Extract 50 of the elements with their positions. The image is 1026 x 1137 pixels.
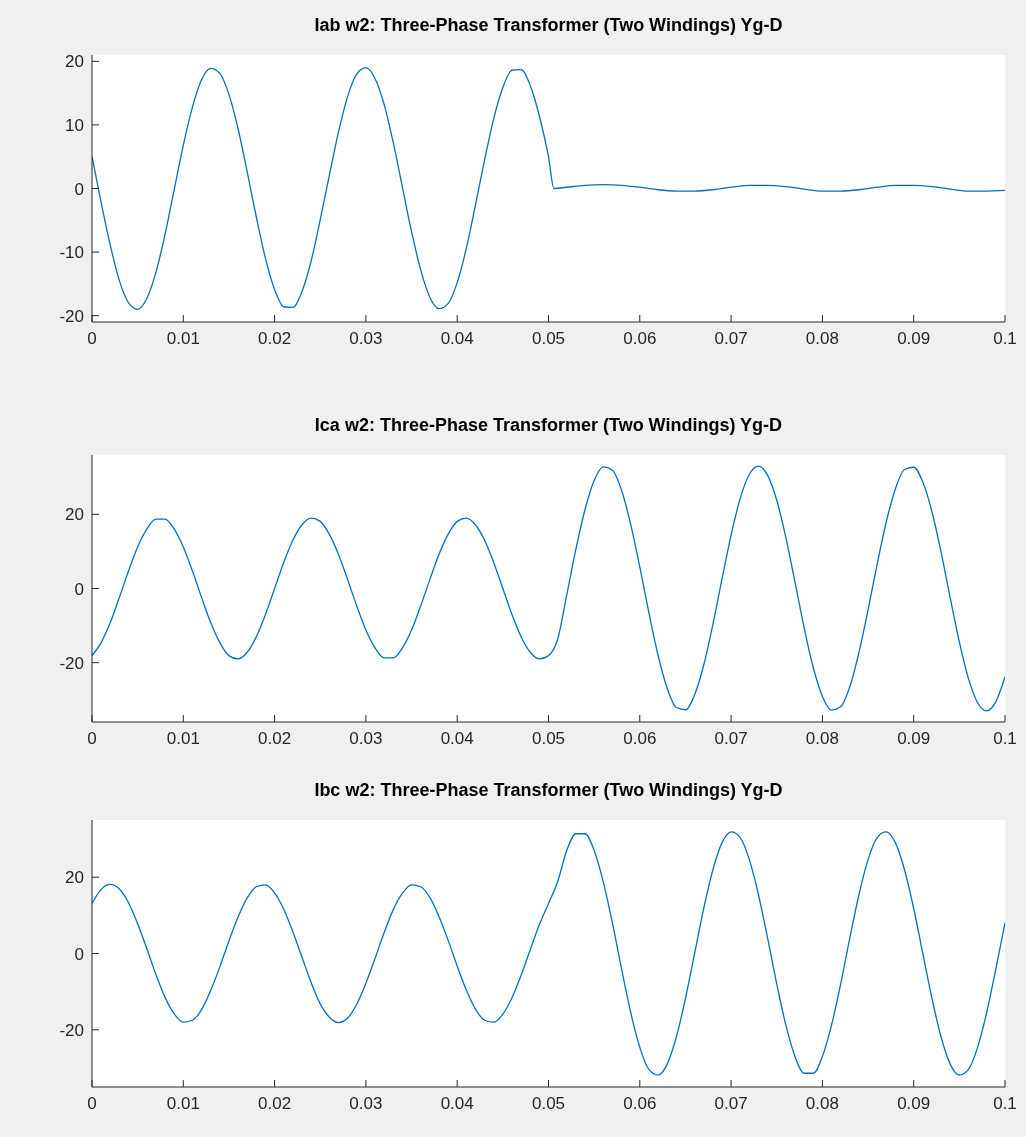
y-tick-label: -20 [59,1020,84,1040]
x-tick-label: 0.02 [258,729,292,749]
x-tick-label: 0.06 [623,1094,657,1114]
y-tick-label: -20 [59,653,84,673]
chart-title: Iab w2: Three-Phase Transformer (Two Windings) Yg-D [313,15,784,36]
x-tick-label: 0.1 [993,729,1017,749]
x-tick-label: 0.05 [531,329,566,349]
line-series [92,67,1005,310]
x-tick-label: 0.02 [258,329,292,349]
x-tick-label: 0 [87,329,97,349]
x-tick-label: 0.08 [805,329,839,349]
line-series [92,831,1005,1076]
x-tick-label: 0.04 [440,329,474,349]
x-tick-label: 0.04 [440,1094,474,1114]
y-tick-label: 0 [74,579,84,599]
x-tick-label: 0.05 [531,1094,566,1114]
x-tick-label: 0.08 [805,1094,839,1114]
chart-title: Ibc w2: Three-Phase Transformer (Two Windings) Yg-D [313,780,784,801]
x-tick-label: 0.07 [714,329,748,349]
x-tick-label: 0.07 [714,729,748,749]
x-tick-label: 0.01 [166,1094,200,1114]
x-tick-label: 0.09 [897,1094,931,1114]
x-tick-label: 0.04 [440,729,474,749]
x-tick-label: 0.01 [166,729,200,749]
line-series [92,465,1005,712]
x-tick-label: 0.09 [897,329,931,349]
x-tick-label: 0.06 [623,329,657,349]
x-tick-label: 0.03 [349,729,383,749]
y-tick-label: -20 [59,306,84,326]
y-tick-label: -10 [59,243,84,263]
y-tick-label: 0 [74,944,84,964]
x-tick-label: 0.02 [258,1094,292,1114]
x-tick-label: 0.09 [897,729,931,749]
x-tick-label: 0.03 [349,329,383,349]
x-tick-label: 0.03 [349,1094,383,1114]
x-tick-label: 0.1 [993,1094,1017,1114]
chart-title: Ica w2: Three-Phase Transformer (Two Windings) Yg-D [313,415,784,436]
x-tick-label: 0 [87,729,97,749]
x-tick-label: 0.08 [805,729,839,749]
y-tick-label: 10 [65,115,84,135]
x-tick-label: 0.01 [166,329,200,349]
x-tick-label: 0 [87,1094,97,1114]
x-tick-label: 0.06 [623,729,657,749]
y-tick-label: 20 [65,52,84,72]
x-tick-label: 0.07 [714,1094,748,1114]
x-tick-label: 0.05 [531,729,566,749]
y-tick-label: 20 [65,868,84,888]
y-tick-label: 0 [74,179,84,199]
x-tick-label: 0.1 [993,329,1017,349]
y-tick-label: 20 [65,505,84,525]
